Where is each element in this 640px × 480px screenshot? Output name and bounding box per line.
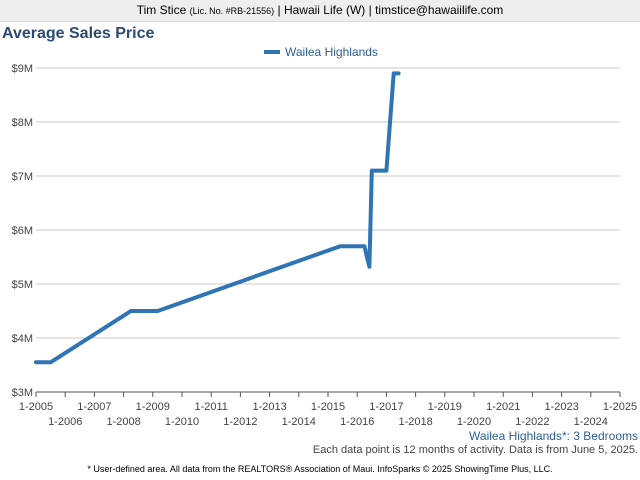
agent-contact: | Hawaii Life (W) | timstice@hawaiilife.… — [277, 3, 504, 17]
y-tick-label: $4M — [12, 333, 33, 345]
x-tick-label: 1-2006 — [48, 416, 82, 428]
x-tick-label: 1-2011 — [194, 401, 227, 413]
x-tick-label: 1-2009 — [136, 401, 170, 413]
x-tick-label: 1-2005 — [19, 401, 53, 413]
x-tick-label: 1-2012 — [223, 416, 257, 428]
license-number: (Lic. No. #RB-21556) — [189, 6, 275, 16]
x-tick-label: 1-2008 — [106, 416, 140, 428]
x-tick-label: 1-2010 — [165, 416, 199, 428]
data-note: Each data point is 12 months of activity… — [312, 444, 638, 456]
legend-label: Wailea Highlands — [285, 45, 378, 59]
chart-title: Average Sales Price — [2, 25, 155, 42]
x-tick-label: 1-2017 — [369, 401, 403, 413]
x-tick-label: 1-2014 — [282, 416, 316, 428]
x-tick-label: 1-2021 — [486, 401, 520, 413]
y-tick-label: $6M — [12, 225, 33, 237]
x-tick-label: 1-2016 — [340, 416, 374, 428]
source-note: * User-defined area. All data from the R… — [87, 464, 553, 474]
x-tick-label: 1-2013 — [252, 401, 286, 413]
agent-header: Tim Stice (Lic. No. #RB-21556) | Hawaii … — [0, 0, 640, 22]
legend-swatch — [264, 50, 280, 54]
y-tick-label: $5M — [12, 279, 33, 291]
series-line — [34, 71, 401, 365]
y-tick-label: $8M — [12, 117, 33, 129]
x-tick-label: 1-2007 — [77, 401, 111, 413]
x-tick-label: 1-2015 — [311, 401, 345, 413]
x-tick-label: 1-2023 — [544, 401, 578, 413]
x-tick-label: 1-2020 — [457, 416, 491, 428]
x-tick-label: 1-2025 — [603, 401, 637, 413]
chart-legend: Wailea Highlands — [264, 45, 378, 59]
y-tick-label: $7M — [12, 171, 33, 183]
x-tick-label: 1-2018 — [398, 416, 432, 428]
x-tick-label: 1-2024 — [574, 416, 608, 428]
chart-subtitle: Wailea Highlands*: 3 Bedrooms — [469, 429, 638, 443]
y-tick-label: $9M — [12, 63, 33, 75]
agent-name: Tim Stice — [136, 3, 187, 17]
x-tick-label: 1-2022 — [515, 416, 549, 428]
y-tick-label: $3M — [12, 387, 33, 399]
x-tick-label: 1-2019 — [428, 401, 462, 413]
